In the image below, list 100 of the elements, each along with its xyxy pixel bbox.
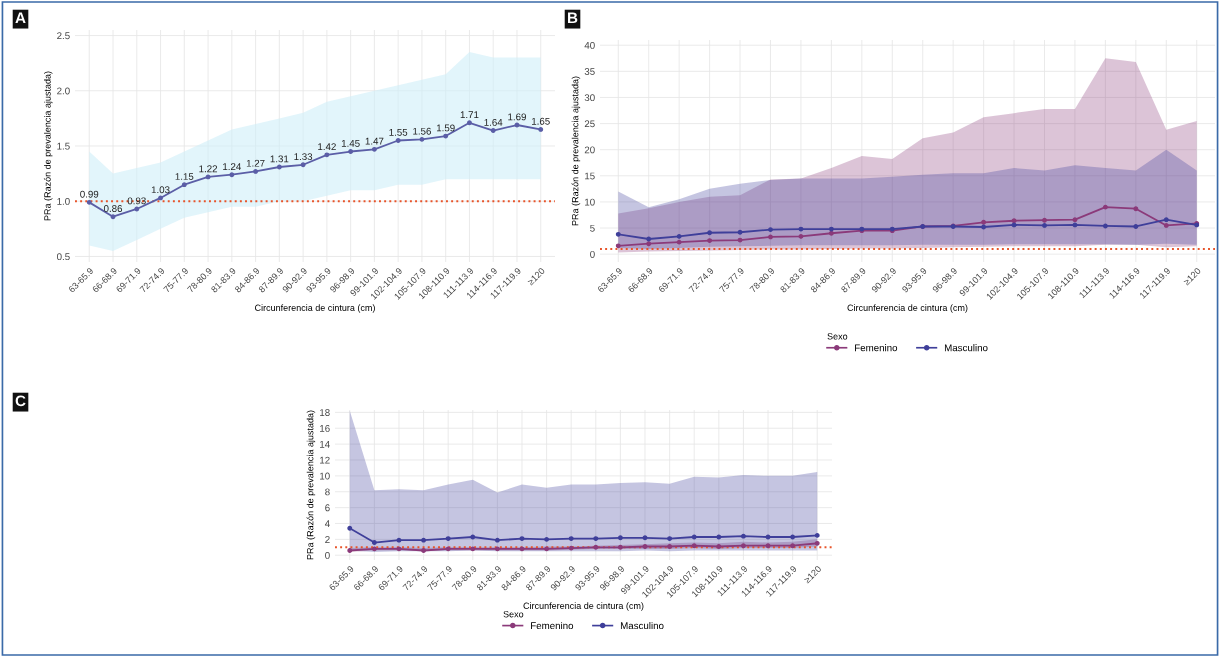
point <box>1042 217 1047 223</box>
y-tick-label: 6 <box>325 504 330 512</box>
point <box>371 146 377 152</box>
point <box>300 162 306 168</box>
point <box>737 229 743 235</box>
point <box>419 136 425 142</box>
y-tick-label: 2 <box>325 536 330 543</box>
y-tick-label: 0.5 <box>57 253 70 261</box>
legend-label: Masculino <box>944 344 988 352</box>
point <box>740 543 746 549</box>
point <box>617 535 623 541</box>
point <box>445 546 451 552</box>
y-tick-label: 15 <box>585 172 595 180</box>
point <box>981 224 987 230</box>
point <box>229 172 235 178</box>
point <box>371 546 377 552</box>
y-axis-title: PRa (Razón de prevalencia ajustada) <box>306 410 316 560</box>
point <box>790 534 796 540</box>
point <box>615 243 621 249</box>
point <box>1133 224 1139 229</box>
point <box>1133 206 1139 212</box>
point <box>86 199 92 205</box>
data-label: 1.31 <box>270 155 289 163</box>
data-label: 0.99 <box>80 190 99 198</box>
point <box>347 548 353 553</box>
point <box>421 537 427 543</box>
point <box>181 182 187 188</box>
y-tick-label: 25 <box>584 120 595 128</box>
data-label: 1.65 <box>532 117 550 125</box>
point <box>544 546 550 552</box>
point <box>1011 218 1017 224</box>
data-label: 1.64 <box>484 118 503 126</box>
y-axis-title: PRa (Razón de prevalencia ajustada) <box>571 76 581 226</box>
point <box>445 536 451 542</box>
point <box>798 233 804 239</box>
point <box>324 152 330 158</box>
point <box>707 238 713 244</box>
point <box>740 533 746 539</box>
point <box>544 536 550 542</box>
data-label: 1.33 <box>294 153 313 161</box>
point <box>691 534 697 540</box>
y-tick-label: 30 <box>584 94 595 102</box>
point <box>1163 217 1169 223</box>
y-tick-label: 16 <box>320 424 330 432</box>
y-tick-label: 20 <box>584 146 595 154</box>
point <box>494 546 500 552</box>
point <box>642 544 648 549</box>
point <box>765 534 771 540</box>
y-tick-label: 10 <box>585 198 595 206</box>
point <box>737 237 743 243</box>
y-tick-label: 12 <box>320 456 330 464</box>
point <box>1072 222 1078 228</box>
point <box>110 214 116 220</box>
point <box>134 206 140 212</box>
data-label: 1.55 <box>389 128 408 136</box>
point <box>276 164 282 170</box>
point <box>396 546 402 552</box>
data-label: 1.03 <box>151 186 170 194</box>
point <box>1072 217 1078 223</box>
point <box>205 174 211 180</box>
point <box>617 544 623 550</box>
point <box>676 239 682 245</box>
x-axis-title: Circunferencia de cintura (cm) <box>847 304 968 313</box>
point <box>615 231 621 237</box>
point <box>828 230 834 236</box>
data-label: 1.42 <box>318 143 336 151</box>
data-label: 0.93 <box>127 197 146 205</box>
y-tick-label: 10 <box>320 472 330 480</box>
point <box>593 536 599 542</box>
point <box>490 128 496 133</box>
y-tick-label: 4 <box>324 520 330 528</box>
point <box>568 545 574 551</box>
point <box>768 227 773 233</box>
data-label: 1.22 <box>199 165 218 173</box>
y-tick-label: 35 <box>584 68 595 75</box>
legend-title: Sexo <box>503 610 524 618</box>
y-tick-label: 18 <box>320 409 330 416</box>
legend-label: Femenino <box>855 344 898 352</box>
point <box>768 234 773 240</box>
point <box>396 537 402 543</box>
y-tick-label: 2.5 <box>57 32 70 40</box>
point <box>1011 222 1017 228</box>
point <box>707 230 713 236</box>
point <box>519 536 525 542</box>
y-tick-label: 14 <box>320 440 330 448</box>
point <box>470 534 476 540</box>
y-tick-label: 40 <box>584 41 595 49</box>
legend-label: Femenino <box>531 621 574 630</box>
point <box>642 535 648 541</box>
point <box>790 543 796 549</box>
data-label: 1.27 <box>246 159 265 167</box>
point <box>798 226 804 232</box>
point <box>494 537 500 543</box>
data-label: 1.69 <box>508 113 526 121</box>
point <box>646 236 652 242</box>
legend-label: Masculino <box>620 621 664 630</box>
point <box>828 226 834 232</box>
x-axis-title: Circunferencia de cintura (cm) <box>255 304 375 313</box>
point <box>538 126 544 132</box>
point <box>568 536 574 542</box>
